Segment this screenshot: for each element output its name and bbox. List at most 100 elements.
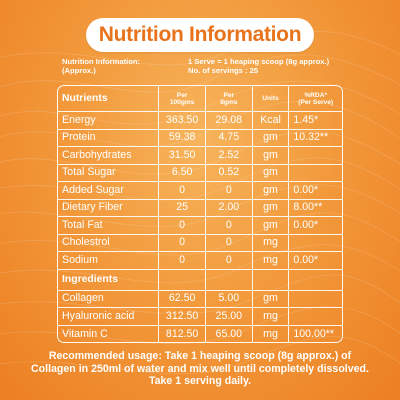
header-per-100-line1: Per [176,91,188,99]
value-per-8: 5.00 [206,289,253,307]
value-per-8: 4.75 [206,128,253,146]
table-row: Carbohydrates 31.50 2.52 gm [58,146,342,165]
rda-value: 100.00** [293,328,335,341]
value-per-8: 65.00 [206,324,253,342]
empty-cell [159,268,206,290]
table-row: Total Fat 0 0 gm 0.00* [58,216,342,235]
header-units: Units [253,86,290,111]
nutrient-name: Added Sugar [58,181,160,199]
rda-value: 0.00* [293,253,319,266]
value-per-8: 0 [206,181,253,199]
nutrient-name: Total Fat [58,216,160,234]
value-per-8: 0 [206,233,253,251]
value-per-8: 2.52 [206,146,253,164]
rda-value [289,164,342,182]
value-per-8: 25.00 [206,307,253,325]
ingredient-name: Collagen [58,289,160,307]
value-per-8: 0.52 [206,163,253,181]
header-per-8-line2: 8gms [220,98,238,106]
header-nutrients: Nutrients [58,86,160,111]
usage-line1: Recommended usage: Take 1 heaping scoop … [48,350,352,362]
unit: mg [253,324,290,342]
unit: gm [253,128,290,146]
header-per-8gms: Per 8gms [206,86,253,111]
nutrient-name: Protein [58,128,160,146]
value-per-100: 31.50 [159,146,206,164]
rda-value [289,307,342,325]
nutrient-name: Sodium [58,251,160,269]
table-row: Added Sugar 0 0 gm 0.00* [58,181,342,200]
empty-cell [289,269,342,290]
title-pill: Nutrition Information [86,18,314,52]
value-per-100: 25 [159,198,206,216]
value-per-100: 363.50 [159,111,206,129]
empty-cell [253,268,290,290]
rda-value: 10.32** [293,131,329,144]
value-per-100: 0 [159,216,206,234]
empty-cell [206,268,253,290]
recommended-usage: Recommended usage: Take 1 heaping scoop … [20,350,380,388]
rda-value [289,146,342,164]
ingredients-section-row: Ingredients [58,268,342,291]
value-per-100: 59.38 [159,128,206,146]
usage-line3: Take 1 serving daily. [148,375,252,387]
serving-info: 1 Serve = 1 heaping scoop (8g approx.) N… [188,57,358,75]
page-title: Nutrition Information [98,23,302,46]
value-per-100: 6.50 [159,163,206,181]
nutrient-name: Energy [58,111,160,129]
header-rda-line2: (Per Serve) [298,98,334,106]
nutrient-name: Carbohydrates [58,146,160,164]
nutrition-info-label: Nutrition Information: (Approx.) [62,57,182,75]
unit: mg [253,251,290,269]
table-row: Collagen 62.50 5.00 gm [58,289,342,308]
ingredients-heading: Ingredients [58,268,160,290]
info-left-line1: Nutrition Information: [62,57,141,66]
nutrient-name: Total Sugar [58,163,160,181]
header-rda-line1: %RDA* [304,91,328,99]
unit: gm [253,216,290,234]
table-row: Vitamin C 812.50 65.00 mg 100.00** [58,324,342,342]
unit: gm [253,289,290,307]
ingredient-name: Vitamin C [58,324,160,342]
value-per-100: 0 [159,233,206,251]
value-per-100: 62.50 [159,289,206,307]
rda-value [289,290,342,308]
nutrient-name: Cholestrol [58,233,160,251]
unit: gm [253,163,290,181]
info-left-line2: (Approx.) [62,66,96,75]
value-per-8: 0 [206,216,253,234]
header-per-8-line1: Per [223,91,235,99]
unit: Kcal [253,111,290,129]
unit: mg [253,233,290,251]
table-row: Cholestrol 0 0 mg [58,233,342,252]
nutrient-name: Dietary Fiber [58,198,160,216]
rda-value: 0.00* [293,218,319,231]
header-per-100-line2: 100gms [169,98,195,106]
unit: mg [253,307,290,325]
table-row: Total Sugar 6.50 0.52 gm [58,163,342,182]
nutrition-table: Nutrients Per 100gms Per 8gms Units %RDA… [57,85,343,343]
usage-line2: Collagen in 250ml of water and mix well … [31,362,369,375]
unit: gm [253,198,290,216]
unit: gm [253,181,290,199]
table-row: Sodium 0 0 mg 0.00* [58,251,342,270]
value-per-100: 812.50 [159,324,206,342]
table-row: Hyaluronic acid 312.50 25.00 mg [58,307,342,326]
header-rda: %RDA* (Per Serve) [289,86,342,111]
value-per-100: 0 [159,251,206,269]
rda-value: 0.00* [293,183,319,196]
rda-value: 1.45* [293,113,319,126]
ingredient-name: Hyaluronic acid [58,307,160,325]
serving-size: 1 Serve = 1 heaping scoop (8g approx.) [188,57,330,66]
rda-value [289,234,342,252]
value-per-8: 29.08 [206,111,253,129]
value-per-8: 0 [206,251,253,269]
table-header-row: Nutrients Per 100gms Per 8gms Units %RDA… [58,86,342,112]
value-per-100: 312.50 [159,307,206,325]
value-per-100: 0 [159,181,206,199]
value-per-8: 2.00 [206,198,253,216]
unit: gm [253,146,290,164]
table-row: Protein 59.38 4.75 gm 10.32** [58,128,342,147]
table-row: Energy 363.50 29.08 Kcal 1.45* [58,111,342,130]
rda-value: 8.00** [293,201,323,214]
